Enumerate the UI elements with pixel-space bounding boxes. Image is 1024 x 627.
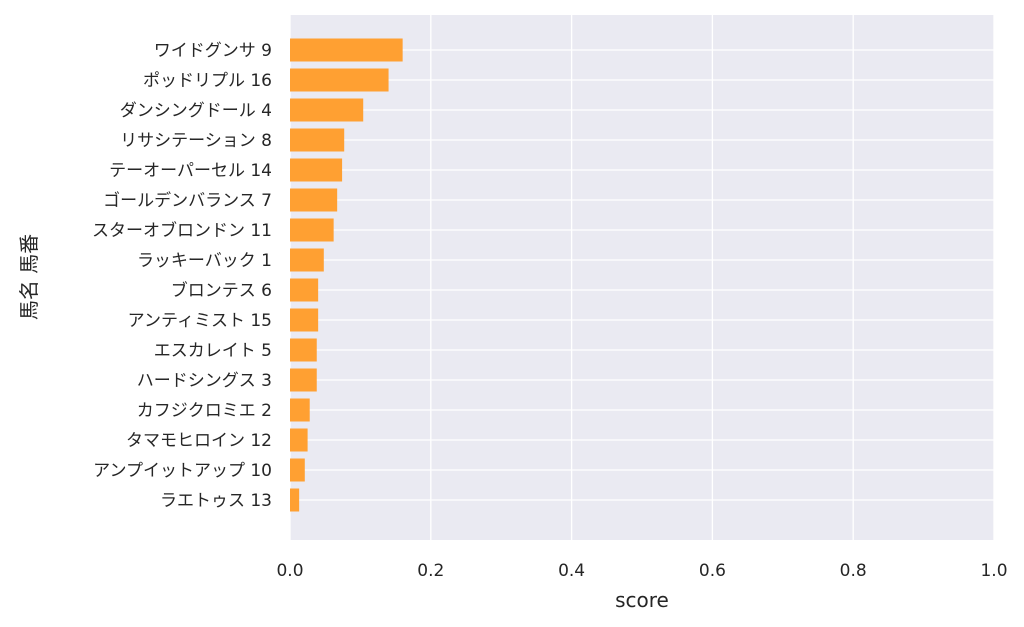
bar <box>290 68 389 92</box>
bar <box>290 428 308 452</box>
bar <box>290 248 324 272</box>
x-axis-label: score <box>615 588 669 612</box>
grid-lines <box>289 15 995 540</box>
bar <box>290 158 343 182</box>
y-tick-label: スターオブロンドン 11 <box>92 220 272 241</box>
bar <box>290 218 334 242</box>
bar <box>290 98 364 122</box>
x-tick-label: 0.2 <box>417 561 444 581</box>
y-tick-labels: ワイドグンサ 9 ポッドリプル 16 ダンシングドール 4 リサシテーション 8 テーオ… <box>92 41 272 511</box>
y-tick-label: ラッキーバック 1 <box>137 251 272 271</box>
bar <box>290 368 317 392</box>
y-tick-label: アンプイットアップ 10 <box>93 461 272 481</box>
bar <box>290 128 345 152</box>
bar <box>290 38 403 62</box>
y-tick-label: ラエトゥス 13 <box>160 491 272 511</box>
bar <box>290 308 319 332</box>
y-axis-label: 馬名 馬番 <box>17 234 41 320</box>
bars <box>290 38 403 512</box>
x-tick-label: 0.4 <box>558 561 585 581</box>
y-tick-label: テーオーパーセル 14 <box>109 161 272 181</box>
bar <box>290 488 300 512</box>
bar <box>290 398 310 422</box>
bar <box>290 338 317 362</box>
y-tick-label: タマモヒロイン 12 <box>126 431 272 451</box>
x-tick-labels: 0.0 0.2 0.4 0.6 0.8 1.0 <box>276 561 1007 581</box>
plot-background <box>290 15 994 540</box>
bar <box>290 188 338 212</box>
y-tick-label: ゴールデンバランス 7 <box>103 190 272 211</box>
x-tick-label: 0.0 <box>276 561 303 581</box>
y-tick-label: ポッドリプル 16 <box>143 71 272 91</box>
bar <box>290 458 305 482</box>
y-tick-label: エスカレイト 5 <box>154 341 272 361</box>
x-tick-label: 1.0 <box>980 561 1007 581</box>
x-tick-label: 0.6 <box>699 561 726 581</box>
y-tick-label: ダンシングドール 4 <box>120 101 272 121</box>
x-tick-label: 0.8 <box>840 561 867 581</box>
y-tick-label: ワイドグンサ 9 <box>154 41 272 61</box>
bar <box>290 278 319 302</box>
y-tick-label: カフジクロミエ 2 <box>137 401 272 421</box>
y-tick-label: リサシテーション 8 <box>120 131 272 151</box>
y-tick-label: アンティミスト 15 <box>128 311 272 331</box>
y-tick-label: ブロンテス 6 <box>171 280 272 301</box>
y-tick-label: ハードシングス 3 <box>137 371 272 391</box>
